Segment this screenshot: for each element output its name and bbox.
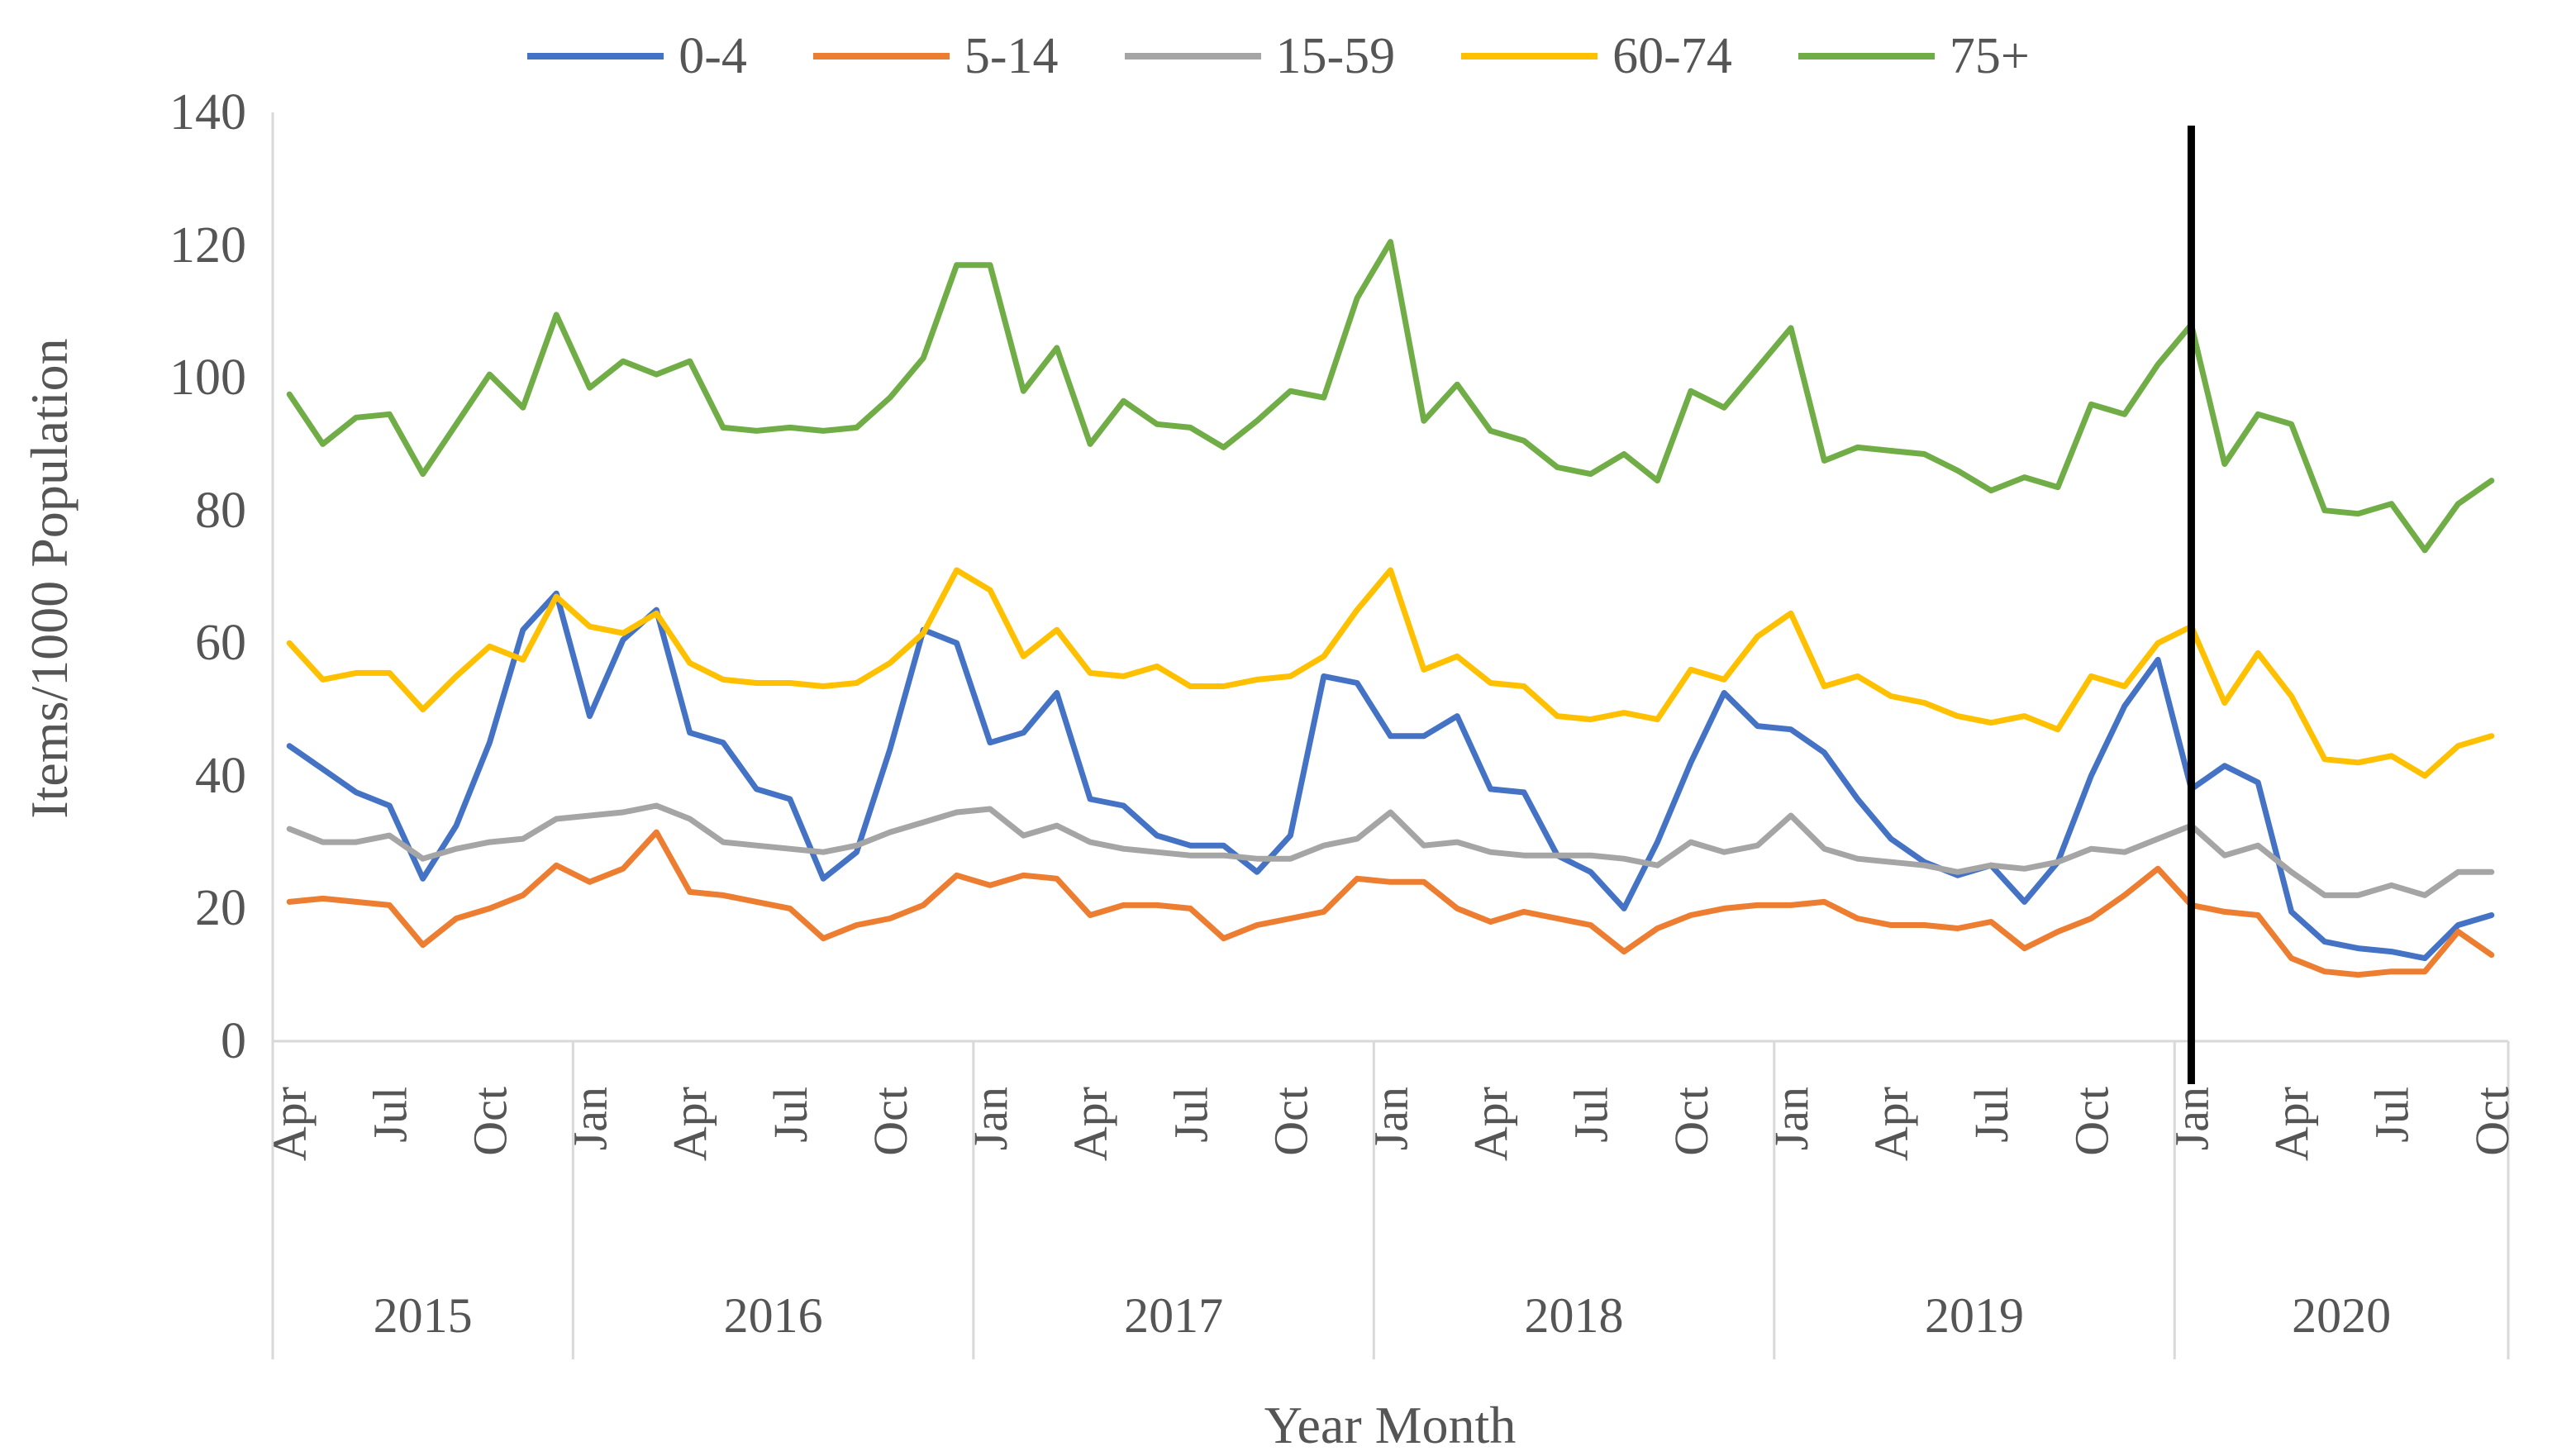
y-tick-label: 40 <box>195 747 246 804</box>
y-tick-label: 0 <box>221 1013 246 1069</box>
month-tick-label: Jul <box>1564 1087 1618 1143</box>
legend-label: 0-4 <box>679 28 747 84</box>
series-line-5-14 <box>286 829 2495 978</box>
month-tick-label: Jan <box>2164 1087 2218 1150</box>
month-tick-label: Jan <box>564 1087 617 1150</box>
legend-line-swatch-orange-icon <box>812 53 950 59</box>
legend-line-swatch-green-icon <box>1798 53 1935 59</box>
x-axis-title: Year Month <box>1264 1396 1517 1454</box>
month-tick-label: Jul <box>1164 1087 1217 1143</box>
y-tick-label: 20 <box>195 880 246 937</box>
legend-label: 15-59 <box>1275 28 1396 84</box>
legend-line-swatch-gray-icon <box>1124 53 1261 59</box>
month-tick-label: Oct <box>1264 1087 1317 1156</box>
legend-label: 60-74 <box>1612 28 1732 84</box>
year-label: 2020 <box>2292 1288 2391 1343</box>
year-label: 2017 <box>1124 1288 1223 1343</box>
y-tick-label: 100 <box>169 350 246 407</box>
month-tick-label: Apr <box>1464 1087 1518 1161</box>
y-tick-label: 60 <box>195 615 246 672</box>
year-label: 2019 <box>1925 1288 2024 1343</box>
legend-label: 5-14 <box>964 28 1059 84</box>
month-tick-label: Oct <box>1664 1087 1718 1156</box>
series-line-75+ <box>286 239 2495 554</box>
month-tick-label: Apr <box>664 1087 717 1161</box>
legend-item-0-4: 0-4 <box>527 31 747 82</box>
legend-item-5-14: 5-14 <box>812 28 1059 84</box>
month-tick-label: Jan <box>1764 1087 1818 1150</box>
month-tick-label: Apr <box>263 1087 317 1161</box>
legend-item-75plus: 75+ <box>1798 31 2030 82</box>
month-tick-label: Jan <box>964 1087 1017 1150</box>
series-line-15-59 <box>286 802 2495 898</box>
legend-line-swatch-yellow-icon <box>1461 53 1598 59</box>
month-tick-label: Jan <box>1364 1087 1418 1150</box>
month-tick-label: Oct <box>463 1087 517 1156</box>
series-line-60-74 <box>286 567 2495 779</box>
month-tick-label: Apr <box>1064 1087 1117 1161</box>
year-label: 2016 <box>724 1288 823 1343</box>
year-label: 2018 <box>1525 1288 1624 1343</box>
month-tick-label: Jul <box>2365 1087 2419 1143</box>
y-tick-label: 140 <box>169 84 246 140</box>
month-tick-label: Oct <box>2465 1087 2519 1156</box>
month-tick-label: Apr <box>2265 1087 2319 1161</box>
chart-legend: 0-4 5-14 15-59 60-74 75+ <box>0 15 2557 98</box>
legend-item-60-74: 60-74 <box>1461 31 1732 82</box>
y-tick-label: 80 <box>195 482 246 539</box>
legend-label: 75+ <box>1949 28 2030 84</box>
month-tick-label: Jul <box>1964 1087 2018 1143</box>
series-line-0-4 <box>286 590 2495 962</box>
month-tick-label: Jul <box>764 1087 817 1143</box>
month-tick-label: Oct <box>864 1087 917 1156</box>
month-tick-label: Apr <box>1864 1087 1918 1161</box>
y-tick-label: 120 <box>169 216 246 274</box>
year-label: 2015 <box>374 1288 473 1343</box>
month-tick-label: Jul <box>363 1087 417 1143</box>
month-tick-label: Oct <box>2064 1087 2118 1156</box>
legend-line-swatch-blue-icon <box>527 53 664 59</box>
legend-item-15-59: 15-59 <box>1124 28 1396 84</box>
